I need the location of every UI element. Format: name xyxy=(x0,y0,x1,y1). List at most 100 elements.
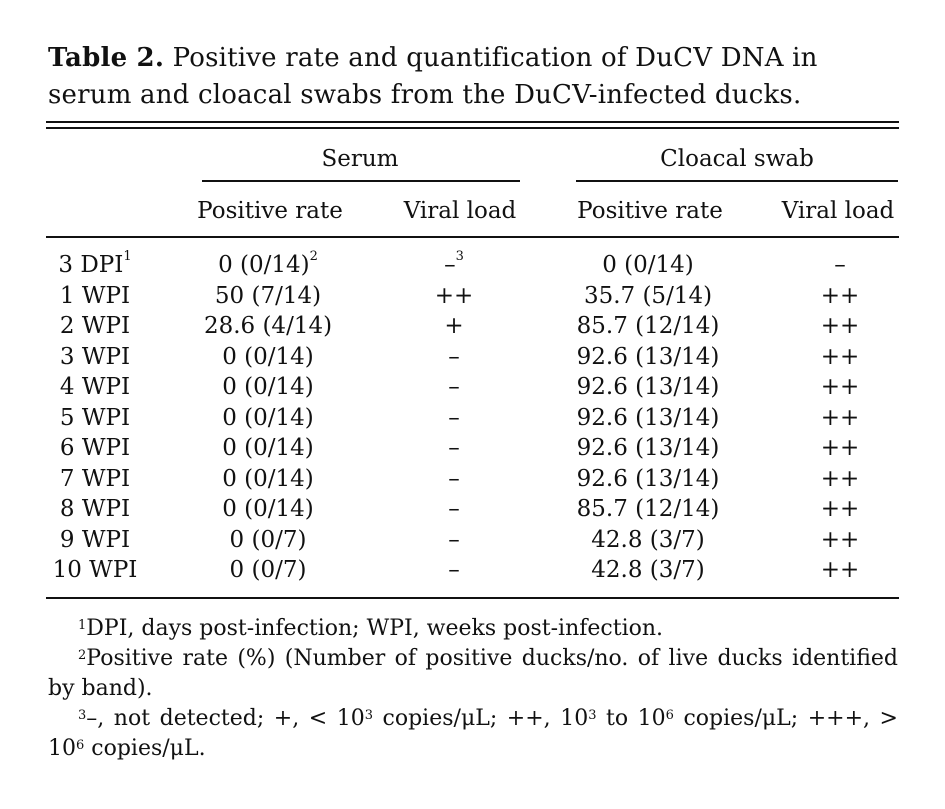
footnotes: 1DPI, days post-infection; WPI, weeks po… xyxy=(48,614,898,764)
row-serum-load-value: – xyxy=(448,496,460,522)
row-cloacal-load: ++ xyxy=(821,435,860,461)
footnote-3-text-e: copies/μL. xyxy=(84,736,206,761)
caption-line2: serum and cloacal swabs from the DuCV-in… xyxy=(48,80,802,110)
row-serum-rate: 0 (0/14) xyxy=(222,435,314,461)
footnote-3-mark: 3 xyxy=(78,708,87,723)
header-bottom-rule xyxy=(46,236,899,238)
row-time: 3 WPI xyxy=(60,344,130,370)
group-header-serum: Serum xyxy=(321,146,399,172)
row-serum-load: – xyxy=(448,496,460,522)
caption-line1: Positive rate and quantification of DuCV… xyxy=(164,43,818,73)
footnote-1-mark: 1 xyxy=(78,618,87,633)
footnote-1-text: DPI, days post-infection; WPI, weeks pos… xyxy=(86,616,664,641)
serum-span-rule xyxy=(202,180,520,182)
row-serum-rate-value: 28.6 (4/14) xyxy=(203,313,333,339)
row-cloacal-load-value: ++ xyxy=(820,496,860,522)
footnote-2-mark: 2 xyxy=(78,648,87,663)
row-serum-load-value: – xyxy=(448,404,460,431)
table-caption: Table 2. Positive rate and quantificatio… xyxy=(48,40,898,114)
footnote-3-text-c: to 10 xyxy=(596,706,666,731)
row-cloacal-rate: 92.6 (13/14) xyxy=(577,374,720,400)
row-serum-rate-value: 0 (0/14) xyxy=(222,435,314,461)
row-cloacal-load: ++ xyxy=(821,283,860,309)
row-cloacal-rate-value: 92.6 (13/14) xyxy=(576,465,720,492)
row-serum-rate-value: 0 (0/14) xyxy=(222,404,314,431)
row-serum-load-value: – xyxy=(444,252,456,278)
row-serum-rate: 0 (0/14) xyxy=(222,405,314,431)
row-serum-rate-value: 50 (7/14) xyxy=(214,282,322,309)
row-serum-load: – xyxy=(448,405,460,431)
row-cloacal-load: ++ xyxy=(821,466,860,492)
row-time: 2 WPI xyxy=(60,313,130,339)
row-time: 9 WPI xyxy=(60,527,130,553)
row-time: 10 WPI xyxy=(53,557,138,583)
row-time-value: 10 WPI xyxy=(52,557,138,583)
row-serum-load-footnote-mark: 3 xyxy=(455,249,464,264)
row-time: 6 WPI xyxy=(60,435,130,461)
row-serum-rate-value: 0 (0/7) xyxy=(229,526,307,553)
row-cloacal-rate-value: 42.8 (3/7) xyxy=(591,526,705,553)
row-serum-rate: 50 (7/14) xyxy=(215,283,321,309)
row-cloacal-rate-value: 85.7 (12/14) xyxy=(576,496,720,522)
row-time-value: 4 WPI xyxy=(59,374,131,400)
row-cloacal-load-value: ++ xyxy=(820,465,860,492)
row-serum-load: ++ xyxy=(435,283,474,309)
row-cloacal-rate-value: 85.7 (12/14) xyxy=(576,313,720,339)
column-header-cloacal-rate: Positive rate xyxy=(577,198,723,224)
footnote-2-text: Positive rate (%) (Number of positive du… xyxy=(48,646,898,701)
row-serum-load: – xyxy=(448,344,460,370)
row-cloacal-load-value: ++ xyxy=(820,404,860,431)
row-serum-rate: 0 (0/14) xyxy=(222,496,314,522)
row-time-value: 8 WPI xyxy=(59,496,131,522)
footnote-3-exp-a: 3 xyxy=(364,708,373,723)
footnote-3-exp-c: 6 xyxy=(665,708,674,723)
row-serum-rate: 0 (0/7) xyxy=(230,557,307,583)
column-header-cloacal-load: Viral load xyxy=(781,198,895,224)
row-serum-rate-value: 0 (0/14) xyxy=(222,374,314,400)
row-cloacal-load: ++ xyxy=(821,313,860,339)
row-time-value: 2 WPI xyxy=(59,313,131,339)
footnote-3-text-d: copies/μL; +++, > 10 xyxy=(48,706,898,761)
footnote-3-exp-b: 3 xyxy=(588,708,597,723)
row-cloacal-rate-value: 92.6 (13/14) xyxy=(576,404,720,431)
row-time-footnote-mark: 1 xyxy=(123,249,132,264)
cloacal-span-rule xyxy=(576,180,898,182)
row-cloacal-rate: 0 (0/14) xyxy=(602,252,694,278)
row-time-value: 9 WPI xyxy=(59,526,131,553)
row-serum-rate-footnote-mark: 2 xyxy=(309,249,318,264)
top-rule-1 xyxy=(46,121,899,123)
footnote-1: 1DPI, days post-infection; WPI, weeks po… xyxy=(48,614,898,644)
footnote-3-exp-d: 6 xyxy=(76,738,85,753)
column-header-serum-rate: Positive rate xyxy=(197,198,343,224)
row-serum-load-value: – xyxy=(448,374,460,400)
row-serum-rate-value: 0 (0/14) xyxy=(222,465,314,492)
row-cloacal-rate: 92.6 (13/14) xyxy=(577,344,720,370)
row-serum-load-value: – xyxy=(448,343,460,370)
row-time: 4 WPI xyxy=(60,374,130,400)
row-cloacal-load: ++ xyxy=(821,344,860,370)
row-cloacal-load: ++ xyxy=(821,374,860,400)
row-serum-load: – xyxy=(448,527,460,553)
footnote-3: 3–, not detected; +, < 103 copies/μL; ++… xyxy=(48,704,898,764)
row-cloacal-load-value: – xyxy=(834,252,846,278)
row-time: 8 WPI xyxy=(60,496,130,522)
row-serum-rate: 28.6 (4/14) xyxy=(204,313,332,339)
row-time-value: 6 WPI xyxy=(59,435,131,461)
row-cloacal-load: – xyxy=(834,252,846,278)
row-cloacal-load-value: ++ xyxy=(820,343,860,370)
row-serum-load-value: + xyxy=(444,313,464,339)
row-serum-load: – xyxy=(448,374,460,400)
row-serum-load-value: – xyxy=(448,435,460,461)
row-serum-load: + xyxy=(444,313,463,339)
row-cloacal-rate: 42.8 (3/7) xyxy=(591,527,704,553)
row-time-value: 7 WPI xyxy=(59,465,131,492)
row-cloacal-load-value: ++ xyxy=(820,557,860,583)
row-cloacal-load: ++ xyxy=(821,557,860,583)
row-cloacal-load: ++ xyxy=(821,527,860,553)
footnote-2: 2Positive rate (%) (Number of positive d… xyxy=(48,644,898,704)
row-time: 1 WPI xyxy=(60,283,130,309)
row-serum-rate: 0 (0/14)2 xyxy=(218,249,318,278)
row-time-value: 3 DPI xyxy=(58,252,124,278)
row-cloacal-rate: 85.7 (12/14) xyxy=(577,496,720,522)
